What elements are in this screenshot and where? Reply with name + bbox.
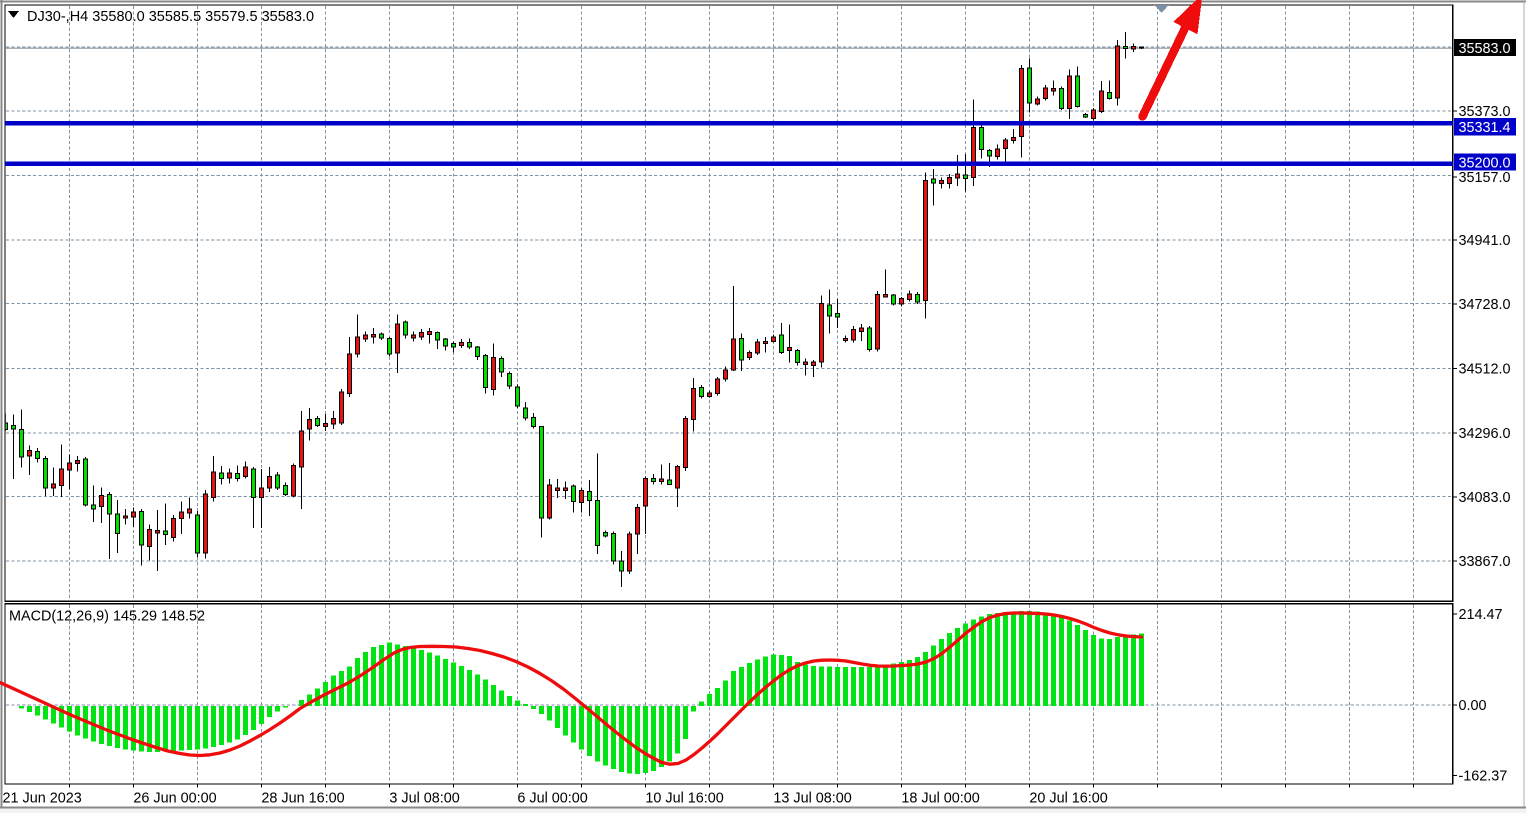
svg-text:3 Jul 08:00: 3 Jul 08:00 xyxy=(389,790,459,806)
svg-text:35373.0: 35373.0 xyxy=(1459,104,1511,120)
svg-text:18 Jul 00:00: 18 Jul 00:00 xyxy=(901,790,979,806)
svg-text:20 Jul 16:00: 20 Jul 16:00 xyxy=(1029,790,1107,806)
svg-text:13 Jul 08:00: 13 Jul 08:00 xyxy=(773,790,851,806)
svg-text:34941.0: 34941.0 xyxy=(1459,233,1511,249)
svg-text:-162.37: -162.37 xyxy=(1459,769,1508,785)
svg-text:34296.0: 34296.0 xyxy=(1459,426,1511,442)
svg-text:28 Jun 16:00: 28 Jun 16:00 xyxy=(261,790,344,806)
svg-text:35157.0: 35157.0 xyxy=(1459,170,1511,186)
svg-text:0.00: 0.00 xyxy=(1459,698,1487,714)
svg-text:34512.0: 34512.0 xyxy=(1459,362,1511,378)
svg-text:6 Jul 00:00: 6 Jul 00:00 xyxy=(517,790,587,806)
svg-text:214.47: 214.47 xyxy=(1459,607,1503,623)
svg-text:DJ30-,H4 35580.0 35585.5 3557: DJ30-,H4 35580.0 35585.5 35579.5 35583.0 xyxy=(27,9,314,25)
svg-text:35331.4: 35331.4 xyxy=(1459,120,1511,136)
svg-text:34083.0: 34083.0 xyxy=(1459,490,1511,506)
svg-text:21 Jun 2023: 21 Jun 2023 xyxy=(3,790,82,806)
svg-text:34728.0: 34728.0 xyxy=(1459,297,1511,313)
svg-text:33867.0: 33867.0 xyxy=(1459,554,1511,570)
svg-text:26 Jun 00:00: 26 Jun 00:00 xyxy=(133,790,216,806)
svg-text:35200.0: 35200.0 xyxy=(1459,155,1511,171)
svg-text:35583.0: 35583.0 xyxy=(1459,41,1511,57)
svg-text:10 Jul 16:00: 10 Jul 16:00 xyxy=(645,790,723,806)
svg-text:MACD(12,26,9) 145.29 148.52: MACD(12,26,9) 145.29 148.52 xyxy=(9,609,205,625)
